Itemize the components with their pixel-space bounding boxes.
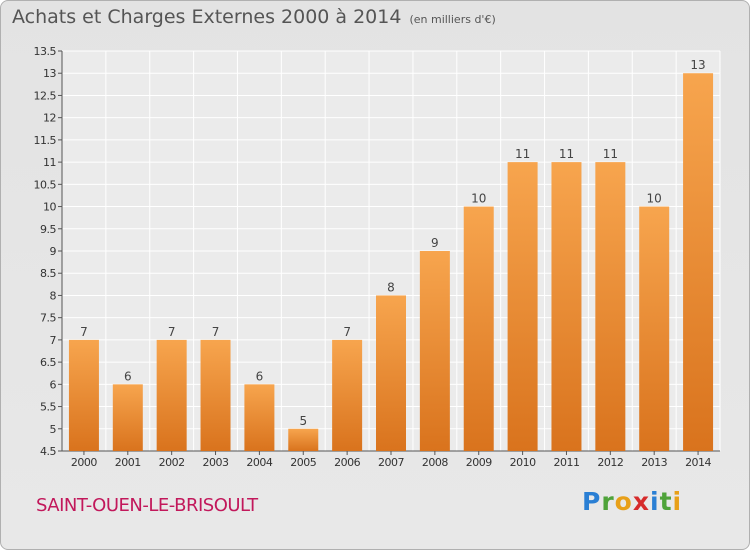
data-label: 7 [80, 325, 88, 339]
x-tick-label: 2010 [510, 456, 536, 469]
bar-2010 [507, 162, 538, 451]
x-tick-label: 2006 [334, 456, 360, 469]
x-tick-label: 2003 [203, 456, 229, 469]
y-tick-label: 6 [50, 378, 57, 391]
y-tick-label: 10.5 [34, 178, 57, 191]
bar-2005 [288, 428, 319, 451]
data-label: 9 [431, 236, 439, 250]
data-label: 11 [603, 147, 618, 161]
x-tick-label: 2005 [290, 456, 316, 469]
bar-2011 [551, 162, 582, 451]
y-tick-label: 8.5 [40, 267, 56, 280]
data-label: 10 [647, 192, 662, 206]
data-label: 11 [559, 147, 574, 161]
y-tick-label: 4.5 [40, 445, 56, 458]
x-tick-label: 2012 [597, 456, 623, 469]
bar-2004 [244, 384, 275, 451]
bar-2009 [463, 206, 494, 451]
y-tick-label: 10 [43, 201, 56, 214]
y-tick-label: 6.5 [40, 356, 56, 369]
y-tick-label: 11.5 [34, 134, 57, 147]
bar-2014 [683, 73, 714, 451]
y-tick-label: 5.5 [40, 401, 56, 414]
x-tick-label: 2007 [378, 456, 404, 469]
bars [68, 73, 714, 451]
data-label: 6 [124, 369, 132, 383]
bar-2000 [68, 339, 99, 451]
y-tick-label: 7 [50, 334, 57, 347]
city-name: SAINT-OUEN-LE-BRISOULT [36, 495, 258, 516]
bar-2007 [376, 295, 406, 451]
bar-2002 [156, 339, 187, 451]
y-tick-label: 5 [50, 423, 57, 436]
bar-2008 [419, 251, 450, 451]
data-label: 8 [387, 280, 395, 294]
x-tick-label: 2013 [641, 456, 667, 469]
x-tick-label: 2011 [553, 456, 579, 469]
y-tick-label: 13.5 [34, 45, 57, 58]
y-tick-label: 11 [43, 156, 56, 169]
data-label: 7 [343, 325, 351, 339]
data-labels: 7 6 7 7 6 5 7 8 9 10 11 11 11 10 13 [80, 58, 706, 428]
y-tick-label: 7.5 [40, 312, 56, 325]
chart-title: Achats et Charges Externes 2000 à 2014 (e… [12, 6, 496, 28]
data-label: 11 [515, 147, 530, 161]
proxiti-logo: Proxiti [582, 487, 683, 516]
x-tick-label: 2002 [159, 456, 185, 469]
x-tick-label: 2014 [685, 456, 711, 469]
y-tick-label: 9 [50, 245, 57, 258]
x-tick-label: 2001 [115, 456, 141, 469]
y-tick-label: 9.5 [40, 223, 56, 236]
y-tick-label: 8 [50, 289, 57, 302]
bar-2003 [200, 339, 231, 451]
bar-2012 [595, 162, 626, 451]
bar-2013 [639, 206, 670, 451]
axes: 4.5 5 5.5 6 6.5 7 7.5 8 8.5 9 9.5 10 10.5 11 11.5 12 12.… [34, 45, 720, 469]
x-tick-label: 2009 [466, 456, 492, 469]
data-label: 13 [690, 58, 705, 72]
data-label: 5 [299, 414, 307, 428]
chart-subtitle: (en milliers d'€) [409, 13, 496, 26]
x-tick-label: 2000 [71, 456, 97, 469]
data-label: 7 [212, 325, 220, 339]
data-label: 6 [256, 369, 264, 383]
chart-title-text: Achats et Charges Externes 2000 à 2014 [12, 6, 402, 28]
x-tick-label: 2008 [422, 456, 448, 469]
data-label: 7 [168, 325, 176, 339]
y-tick-label: 12 [43, 112, 56, 125]
data-label: 10 [471, 192, 486, 206]
y-tick-label: 12.5 [34, 89, 57, 102]
y-tick-label: 13 [43, 67, 56, 80]
bar-2006 [332, 339, 363, 451]
x-tick-label: 2004 [246, 456, 272, 469]
bar-2001 [112, 384, 143, 451]
